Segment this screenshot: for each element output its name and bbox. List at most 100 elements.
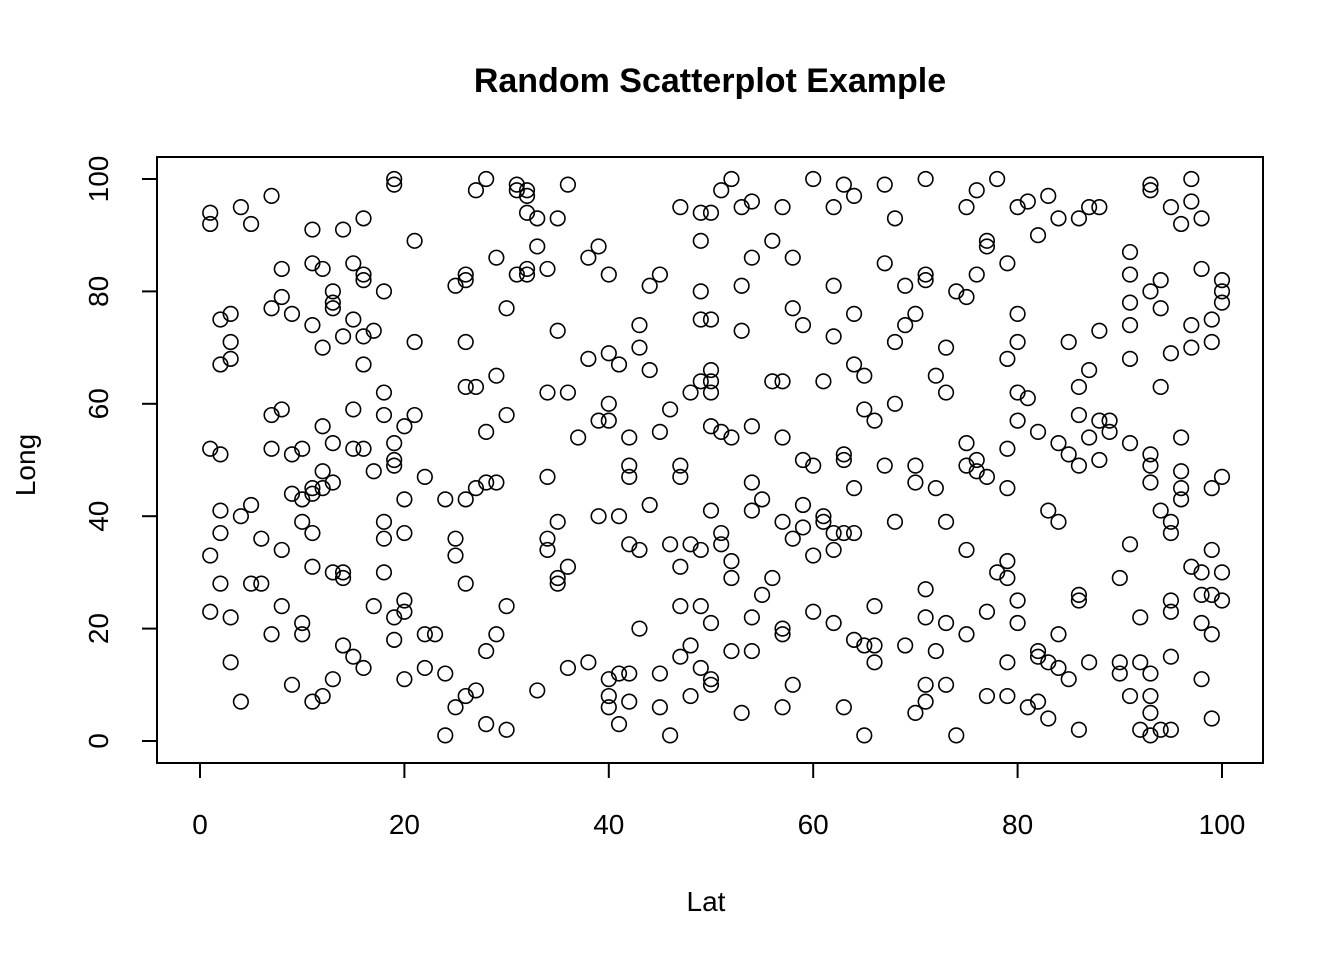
scatter-point: [1213, 272, 1231, 289]
scatter-point: [723, 553, 740, 570]
scatter-point: [672, 648, 689, 665]
scatter-point: [733, 322, 750, 339]
points-layer: [202, 170, 1231, 744]
scatter-point: [498, 721, 515, 738]
chart-title: Random Scatterplot Example: [474, 62, 946, 100]
scatter-point: [314, 339, 331, 356]
scatter-point: [876, 176, 893, 193]
scatter-point: [1132, 721, 1149, 738]
scatter-point: [508, 176, 525, 193]
scatter-point: [1081, 199, 1098, 216]
scatter-point: [1009, 305, 1026, 322]
scatter-point: [1183, 170, 1200, 188]
scatter-point: [1029, 227, 1047, 244]
y-tick-label: 0: [83, 733, 114, 749]
scatter-point: [498, 406, 515, 424]
scatter-point: [1029, 642, 1047, 660]
scatter-point: [467, 182, 485, 199]
scatter-point: [917, 693, 934, 710]
scatter-point: [314, 260, 331, 278]
scatter-point: [1009, 614, 1026, 632]
scatter-point: [508, 266, 525, 283]
scatter-point: [283, 485, 301, 502]
scatter-point: [375, 530, 393, 547]
scatter-point: [743, 609, 760, 626]
scatter-point: [774, 429, 791, 446]
scatter-point: [1091, 322, 1108, 339]
scatter-point: [1213, 468, 1231, 485]
scatter-point: [324, 283, 341, 300]
scatter-point: [467, 378, 485, 396]
scatter-point: [549, 210, 566, 227]
scatter-point: [212, 356, 229, 373]
scatter-point: [662, 401, 679, 418]
x-tick-label: 60: [798, 809, 829, 840]
scatter-point: [1132, 654, 1149, 671]
scatter-point: [1029, 423, 1047, 441]
scatter-point: [222, 305, 239, 322]
scatter-point: [692, 541, 709, 559]
scatter-point: [478, 423, 495, 441]
scatter-point: [518, 266, 536, 283]
scatter-point: [457, 333, 474, 351]
scatter-point: [539, 384, 556, 401]
scatter-point: [886, 395, 904, 412]
scatter-point: [1162, 592, 1179, 609]
scatter-point: [743, 193, 760, 210]
scatter-point: [631, 317, 648, 334]
scatter-point: [273, 288, 290, 306]
scatter-point: [1121, 435, 1139, 452]
scatter-point: [457, 491, 474, 508]
scatter-point: [375, 384, 393, 401]
scatter-point: [334, 221, 352, 238]
scatter-point: [1121, 350, 1139, 367]
scatter-point: [212, 575, 229, 592]
scatter-point: [406, 232, 423, 249]
scatter-point: [631, 541, 648, 559]
scatter-point: [753, 491, 771, 508]
scatter-point: [304, 221, 321, 238]
x-tick-label: 20: [389, 809, 420, 840]
scatter-point: [1019, 699, 1036, 716]
scatter-point: [478, 716, 495, 733]
scatter-point: [355, 328, 372, 345]
scatter-point: [386, 631, 403, 648]
scatter-point: [702, 614, 720, 632]
scatter-point: [294, 491, 311, 508]
scatter-point: [641, 277, 658, 294]
scatter-point: [457, 272, 474, 289]
scatter-point: [968, 266, 985, 283]
scatter-point: [805, 547, 822, 564]
scatter-point: [784, 676, 801, 693]
scatter-point: [590, 412, 607, 429]
scatter-point: [1091, 199, 1108, 216]
x-axis-label: Lat: [687, 886, 726, 917]
scatter-point: [886, 210, 904, 227]
scatter-point: [1173, 463, 1190, 480]
scatter-point: [702, 311, 720, 328]
scatter-point: [1040, 654, 1057, 671]
scatter-point: [1121, 266, 1139, 283]
scatter-point: [866, 598, 883, 615]
scatter-point: [1183, 558, 1200, 575]
scatter-point: [1152, 300, 1169, 317]
scatter-point: [334, 328, 352, 345]
scatter-point: [1081, 654, 1098, 671]
scatter-point: [580, 249, 597, 266]
scatter-point: [815, 508, 832, 525]
scatter-point: [917, 581, 934, 598]
scatter-point: [263, 406, 280, 424]
scatter-point: [702, 676, 720, 693]
scatter-point: [1009, 333, 1026, 351]
y-tick-label: 20: [83, 613, 114, 644]
scatter-point: [365, 463, 382, 480]
scatter-point: [590, 238, 607, 255]
scatter-point: [784, 530, 801, 547]
scatter-point: [549, 513, 566, 530]
scatter-point: [355, 272, 372, 289]
scatter-point: [518, 182, 536, 199]
scatter-point: [733, 704, 750, 722]
scatter-point: [508, 182, 525, 199]
scatter-point: [488, 474, 505, 491]
scatter-point: [457, 575, 474, 592]
